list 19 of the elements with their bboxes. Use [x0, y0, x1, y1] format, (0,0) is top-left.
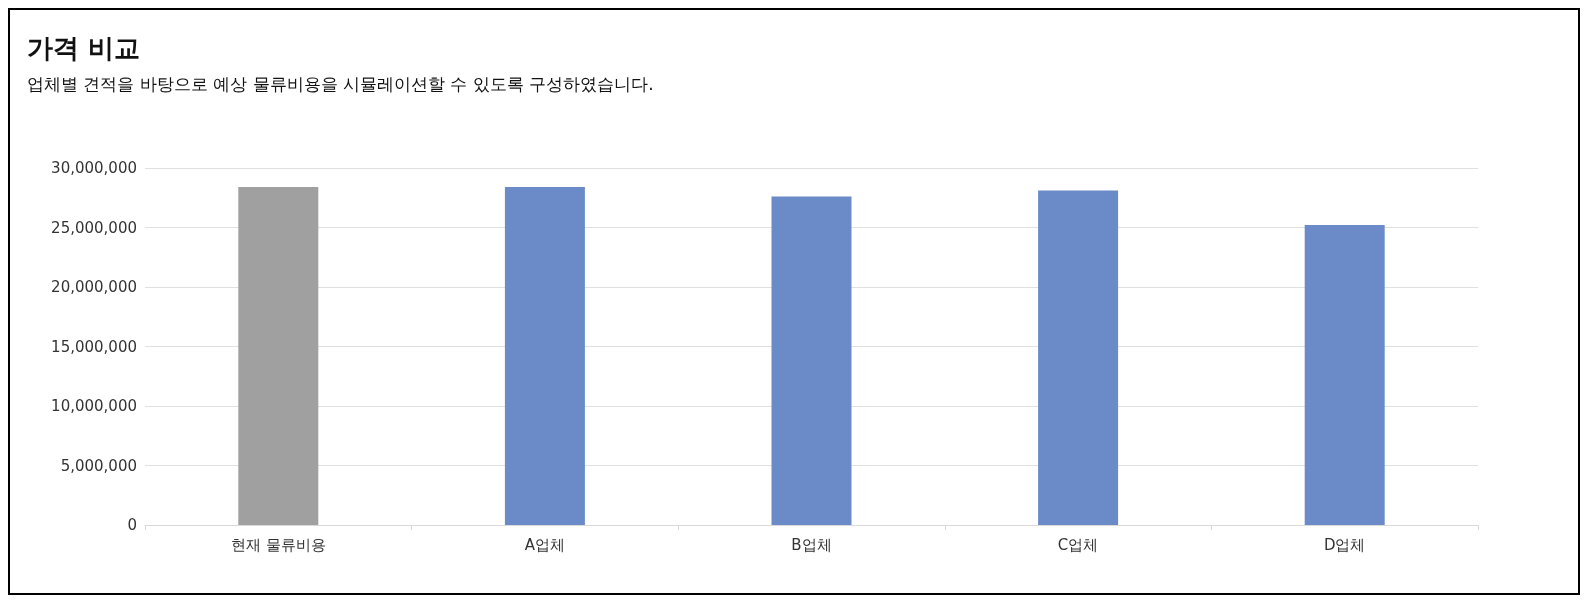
- y-tick-label: 20,000,000: [51, 278, 137, 296]
- y-tick-label: 5,000,000: [60, 456, 137, 475]
- bar: [771, 196, 852, 525]
- y-tick-label: 10,000,000: [51, 397, 137, 415]
- y-tick-label: 15,000,000: [51, 337, 137, 356]
- y-tick-label: 30,000,000: [51, 159, 137, 177]
- x-tick-label: B업체: [791, 535, 832, 554]
- bar: [1304, 225, 1385, 525]
- x-tick-label: 현재 물류비용: [230, 535, 326, 554]
- bar: [238, 187, 319, 525]
- y-tick-label: 25,000,000: [51, 218, 137, 237]
- chart-subtitle: 업체별 견적을 바탕으로 예상 물류비용을 시뮬레이션할 수 있도록 구성하였습니다.: [27, 73, 654, 94]
- bar: [504, 187, 585, 525]
- x-tick-label: A업체: [524, 535, 566, 554]
- x-tick-label: C업체: [1057, 535, 1099, 554]
- bar: [1038, 190, 1119, 525]
- x-tick-label: D업체: [1323, 535, 1366, 554]
- y-tick-label: 0: [127, 516, 137, 534]
- chart-title: 가격 비교: [27, 33, 141, 63]
